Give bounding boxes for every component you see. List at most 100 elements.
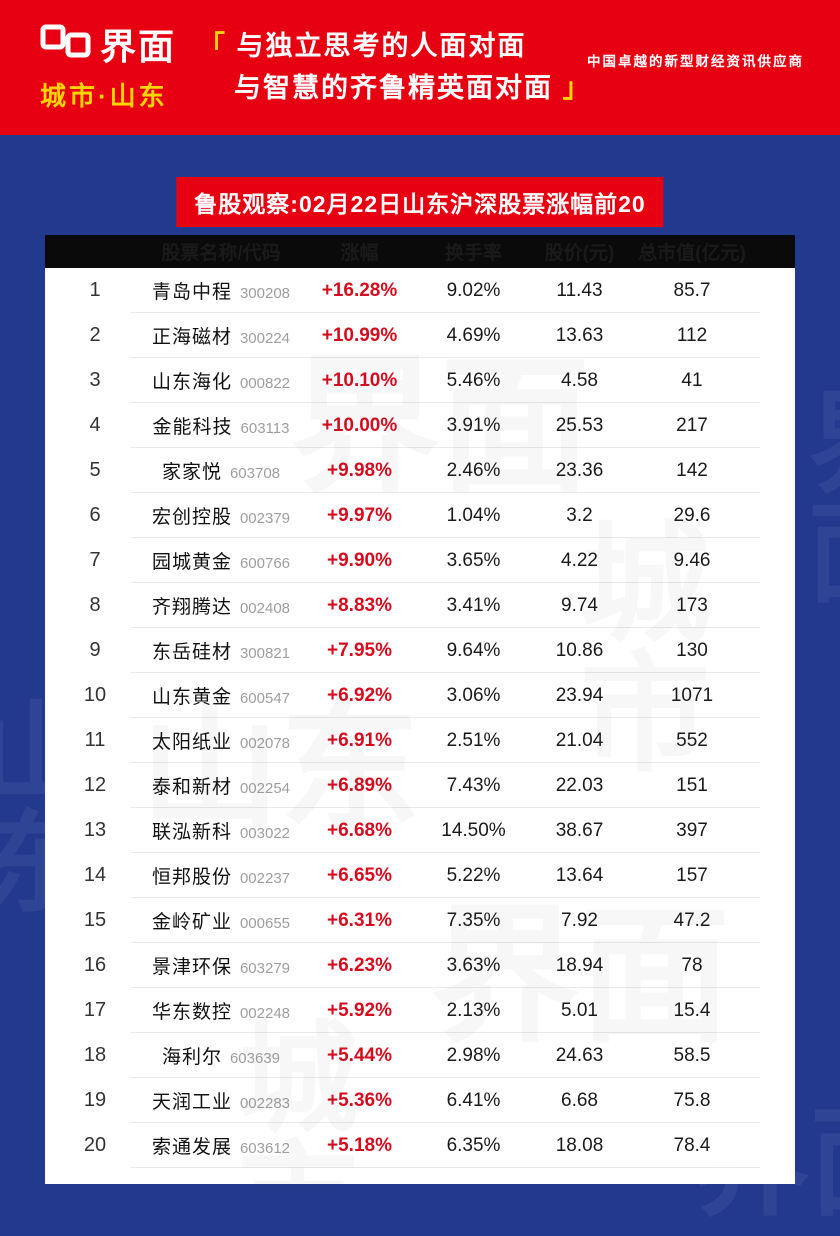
stock-name-cell: 金能科技 603113: [145, 412, 297, 439]
stock-name: 金岭矿业: [151, 912, 232, 933]
stock-name-cell: 山东黄金 600547: [145, 682, 297, 709]
table-row: 14 恒邦股份 002237 +6.65% 5.22% 13.64 157: [45, 853, 795, 898]
stock-name: 泰和新材: [151, 777, 232, 798]
stock-name-cell: 正海磁材 300224: [145, 322, 297, 349]
table-row: 18 海利尔 603639 +5.44% 2.98% 24.63 58.5: [45, 1033, 795, 1078]
stock-code: 603708: [229, 465, 281, 482]
table-row: 9 东岳硅材 300821 +7.95% 9.64% 10.86 130: [45, 628, 795, 673]
market-cap: 9.46: [673, 549, 711, 571]
header-market-cap: 总市值(亿元): [638, 243, 746, 264]
stock-name: 东岳硅材: [151, 642, 232, 663]
stock-price: 18.94: [555, 954, 604, 976]
stock-name-cell: 联泓新科 003022: [145, 817, 297, 844]
turnover-rate: 6.41%: [446, 1089, 501, 1111]
change-percent: +6.23%: [327, 954, 392, 976]
stock-name-cell: 家家悦 603708: [145, 457, 297, 484]
rank: 17: [83, 999, 107, 1021]
stock-code: 002408: [239, 600, 291, 617]
turnover-rate: 9.02%: [446, 279, 501, 301]
stock-name-cell: 齐翔腾达 002408: [145, 592, 297, 619]
header-price: 股价(元): [544, 243, 615, 264]
change-percent: +5.18%: [327, 1134, 392, 1156]
market-cap: 397: [676, 819, 708, 841]
change-percent: +6.65%: [327, 864, 392, 886]
stock-code: 300224: [239, 330, 291, 347]
turnover-rate: 7.43%: [446, 774, 501, 796]
stock-code: 002283: [239, 1095, 291, 1112]
rank: 2: [89, 324, 101, 346]
stock-name: 恒邦股份: [151, 867, 232, 888]
market-cap: 173: [676, 594, 708, 616]
stock-name: 太阳纸业: [151, 732, 232, 753]
stock-code: 300821: [239, 645, 291, 662]
market-cap: 78.4: [673, 1134, 711, 1156]
stock-code: 002237: [239, 870, 291, 887]
stock-price: 7.92: [561, 909, 598, 931]
stock-name-cell: 青岛中程 300208: [145, 277, 297, 304]
table-row: 19 天润工业 002283 +5.36% 6.41% 6.68 75.8: [45, 1078, 795, 1123]
stock-name-cell: 海利尔 603639: [145, 1042, 297, 1069]
stock-price: 10.86: [555, 639, 604, 661]
stock-price: 4.22: [561, 549, 598, 571]
turnover-rate: 2.51%: [446, 729, 501, 751]
stock-price: 9.74: [561, 594, 598, 616]
table-row: 2 正海磁材 300224 +10.99% 4.69% 13.63 112: [45, 313, 795, 358]
turnover-rate: 3.65%: [446, 549, 501, 571]
stock-code: 603279: [239, 960, 291, 977]
stock-name-cell: 园城黄金 600766: [145, 547, 297, 574]
stock-name: 正海磁材: [151, 327, 232, 348]
stock-name: 景津环保: [151, 957, 232, 978]
stock-name: 山东黄金: [151, 687, 232, 708]
turnover-rate: 3.41%: [446, 594, 501, 616]
slogan-line2: 与智慧的齐鲁精英面对面: [234, 72, 553, 103]
stock-code: 603639: [229, 1050, 281, 1067]
jiemian-logo-icon: [40, 24, 92, 65]
turnover-rate: 2.46%: [446, 459, 501, 481]
stock-name: 园城黄金: [151, 552, 232, 573]
rank: 5: [89, 459, 101, 481]
market-cap: 41: [681, 369, 703, 391]
stock-code: 600547: [239, 690, 291, 707]
stock-name-cell: 山东海化 000822: [145, 367, 297, 394]
stock-price: 13.63: [555, 324, 604, 346]
stock-price: 24.63: [555, 1044, 604, 1066]
rank: 1: [89, 279, 101, 301]
stock-name: 海利尔: [161, 1047, 222, 1068]
change-percent: +10.10%: [321, 369, 398, 391]
table-row: 8 齐翔腾达 002408 +8.83% 3.41% 9.74 173: [45, 583, 795, 628]
rank: 20: [83, 1134, 107, 1156]
header-change: 涨幅: [340, 243, 379, 264]
stock-name-cell: 恒邦股份 002237: [145, 862, 297, 889]
stock-name-cell: 东岳硅材 300821: [145, 637, 297, 664]
turnover-rate: 1.04%: [446, 504, 501, 526]
turnover-rate: 4.69%: [446, 324, 501, 346]
stock-price: 22.03: [555, 774, 604, 796]
change-percent: +10.00%: [321, 414, 398, 436]
stock-price: 38.67: [555, 819, 604, 841]
change-percent: +9.97%: [327, 504, 392, 526]
table-header-row: 股票名称/代码 涨幅 换手率 股价(元) 总市值(亿元): [45, 235, 795, 268]
change-percent: +6.68%: [327, 819, 392, 841]
turnover-rate: 5.22%: [446, 864, 501, 886]
turnover-rate: 7.35%: [446, 909, 501, 931]
table-row: 17 华东数控 002248 +5.92% 2.13% 5.01 15.4: [45, 988, 795, 1033]
market-cap: 85.7: [673, 279, 711, 301]
table-row: 13 联泓新科 003022 +6.68% 14.50% 38.67 397: [45, 808, 795, 853]
stock-price: 21.04: [555, 729, 604, 751]
stock-code: 003022: [239, 825, 291, 842]
table-row: 12 泰和新材 002254 +6.89% 7.43% 22.03 151: [45, 763, 795, 808]
change-percent: +16.28%: [321, 279, 398, 301]
stock-name-cell: 太阳纸业 002078: [145, 727, 297, 754]
stock-code: 603113: [240, 420, 290, 437]
rank: 6: [89, 504, 101, 526]
stock-code: 603612: [239, 1140, 291, 1157]
stock-price: 18.08: [555, 1134, 604, 1156]
stock-name: 金能科技: [152, 417, 233, 438]
header-turnover: 换手率: [444, 243, 502, 264]
banner-tagline: 中国卓越的新型财经资讯供应商: [587, 54, 804, 69]
stock-price: 23.94: [555, 684, 604, 706]
rank: 10: [83, 684, 107, 706]
stock-price: 25.53: [555, 414, 604, 436]
table-row: 16 景津环保 603279 +6.23% 3.63% 18.94 78: [45, 943, 795, 988]
market-cap: 151: [676, 774, 708, 796]
